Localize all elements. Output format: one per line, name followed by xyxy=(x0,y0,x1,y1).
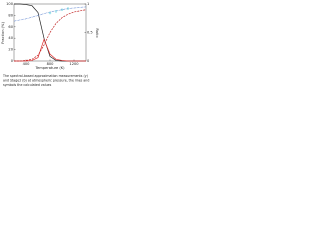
caption-line: and Stage2 (b) at atmospheric pressure, … xyxy=(3,79,89,83)
y-axis-label: Fraction (%) xyxy=(1,22,5,44)
y-tick-label: 100 xyxy=(6,2,14,6)
y-tick-label: 60 xyxy=(8,25,13,29)
y2-axis-label: Ratio xyxy=(95,28,99,37)
series-line xyxy=(14,9,87,62)
x-tick-label: 800 xyxy=(47,62,55,66)
y2-tick-label: 0 xyxy=(87,59,90,63)
marker xyxy=(54,10,58,13)
y-tick-label: 20 xyxy=(8,48,13,52)
chart: Temperature (K) Fraction (%) Ratio 400 80… xyxy=(0,0,100,93)
caption-line: The spectral-based approximation measure… xyxy=(2,74,88,78)
marker xyxy=(60,8,64,11)
x-axis-label: Temperature (K) xyxy=(34,66,65,70)
page: Temperature (K) Fraction (%) Ratio 400 80… xyxy=(0,0,100,93)
y-tick-label: 0 xyxy=(11,59,14,63)
y2-tick-label: 1 xyxy=(87,2,89,6)
y-tick-label: 80 xyxy=(8,13,13,17)
y2-tick-label: 0.5 xyxy=(87,31,93,35)
caption-line: symbols the calculated values xyxy=(3,83,52,87)
y-tick-label: 40 xyxy=(8,36,13,40)
background xyxy=(0,0,100,93)
series-line xyxy=(14,38,86,62)
x-tick-label: 400 xyxy=(23,62,31,66)
marker xyxy=(48,12,52,15)
marker xyxy=(66,7,70,10)
x-tick-label: 1200 xyxy=(69,62,79,66)
